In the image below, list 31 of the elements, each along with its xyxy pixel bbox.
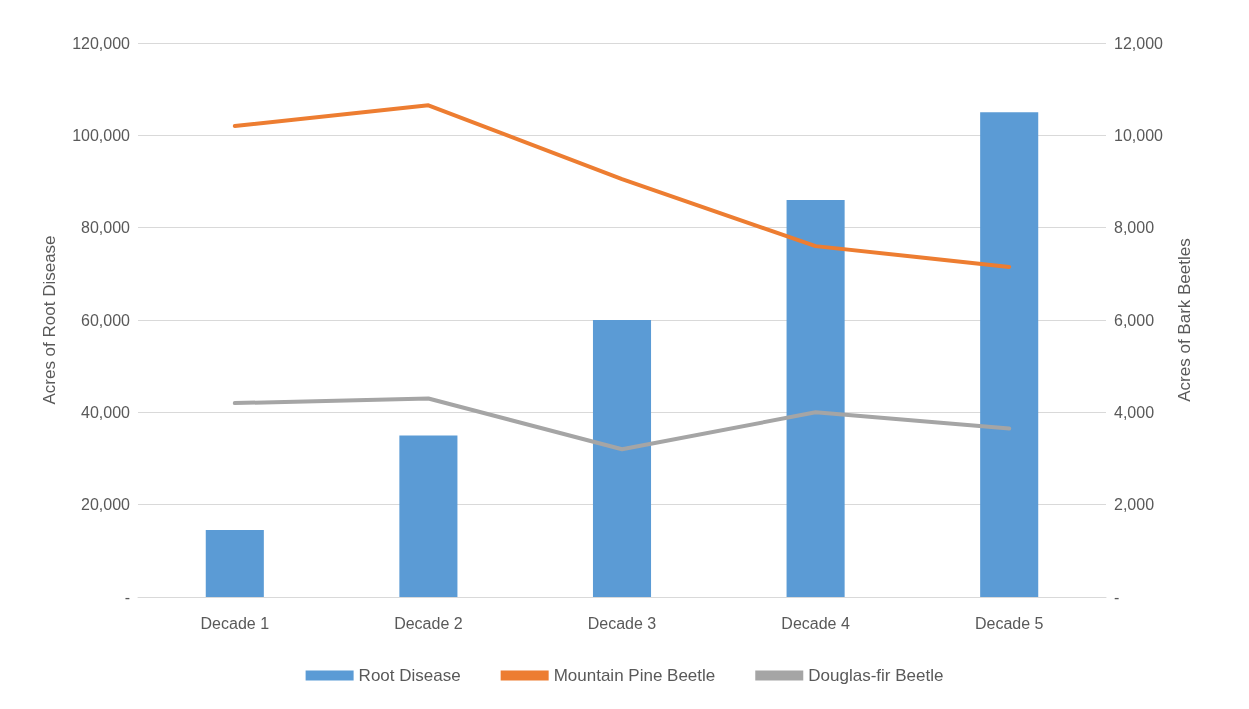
y-tick-label: 100,000 [72,126,131,144]
x-tick-label: Decade 5 [974,614,1044,632]
y2-tick-label: 6,000 [1114,311,1155,329]
line-series [232,103,1012,269]
x-tick-label: Decade 2 [394,614,463,632]
bar [592,320,652,597]
y2-axis-title: Acres of Bark Beetles [1175,238,1194,402]
y2-tick-label: 8,000 [1114,219,1155,237]
bar [399,435,458,597]
y-tick-label: 80,000 [81,219,131,237]
bar [205,530,264,597]
y-tick-label: - [124,588,130,606]
legend-label: Douglas-fir Beetle [808,666,944,685]
y2-tick-label: 10,000 [1114,126,1164,144]
bar [980,112,1039,597]
y2-tick-label: 12,000 [1114,34,1164,52]
y-tick-label: 40,000 [81,403,131,421]
legend-label: Root Disease [358,666,461,685]
y-tick-label: 20,000 [81,496,131,514]
x-tick-label: Decade 3 [587,614,657,632]
y-tick-label: 60,000 [81,311,131,329]
x-tick-label: Decade 1 [200,614,270,632]
bar [786,199,845,597]
line-series [232,396,1012,452]
y2-tick-label: 2,000 [1114,496,1155,514]
y-axis-title: Acres of Root Disease [40,235,59,405]
y2-tick-label: 4,000 [1114,403,1155,421]
legend-label: Mountain Pine Beetle [553,666,716,685]
x-tick-label: Decade 4 [781,614,850,632]
y-tick-label: 120,000 [72,34,131,52]
y2-tick-label: - [1114,588,1120,606]
